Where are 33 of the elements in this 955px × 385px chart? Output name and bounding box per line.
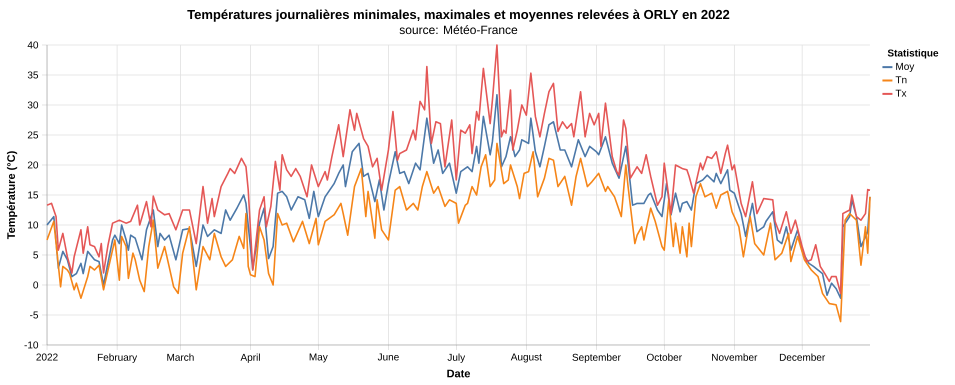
y-tick-label: 5 (33, 251, 38, 258)
y-tick-label: 40 (28, 41, 38, 49)
y-tick-label: 35 (28, 71, 38, 79)
legend-title: Statistique (888, 49, 938, 59)
x-tick-label: December (780, 354, 826, 361)
x-tick-label: October (646, 354, 682, 361)
x-tick-label: August (510, 354, 542, 362)
chart-title: Températures journalières minimales, maximales et moyennes relevées à ORLY en 2022 (187, 9, 730, 22)
y-tick-label: -10 (24, 341, 38, 349)
x-tick-label: April (240, 354, 260, 363)
x-axis-title: Date (447, 370, 470, 378)
y-tick-label: -5 (30, 311, 38, 318)
x-tick-label: July (448, 354, 466, 363)
x-tick-label: May (310, 354, 328, 362)
y-tick-label: 20 (28, 161, 38, 169)
y-tick-label: 0 (33, 281, 38, 289)
chart-subtitle: source: Météo-France (400, 25, 518, 34)
legend-label: Tn (896, 76, 906, 84)
x-tick-label: June (378, 354, 399, 360)
line-series (46, 44, 871, 294)
x-tick-label: February (98, 354, 138, 363)
y-tick-label: 15 (28, 191, 38, 198)
line-series (46, 142, 871, 322)
y-tick-label: 30 (28, 101, 38, 109)
x-tick-label: March (167, 354, 194, 361)
y-axis-title: Température (°C) (6, 151, 18, 240)
x-tick-label: 2022 (36, 354, 58, 361)
x-tick-label: November (712, 354, 758, 361)
y-tick-label: 10 (28, 221, 38, 229)
x-tick-label: September (572, 354, 621, 363)
legend-label: Moy (896, 62, 914, 72)
y-tick-label: 25 (28, 131, 38, 139)
legend-label: Tx (896, 90, 906, 97)
